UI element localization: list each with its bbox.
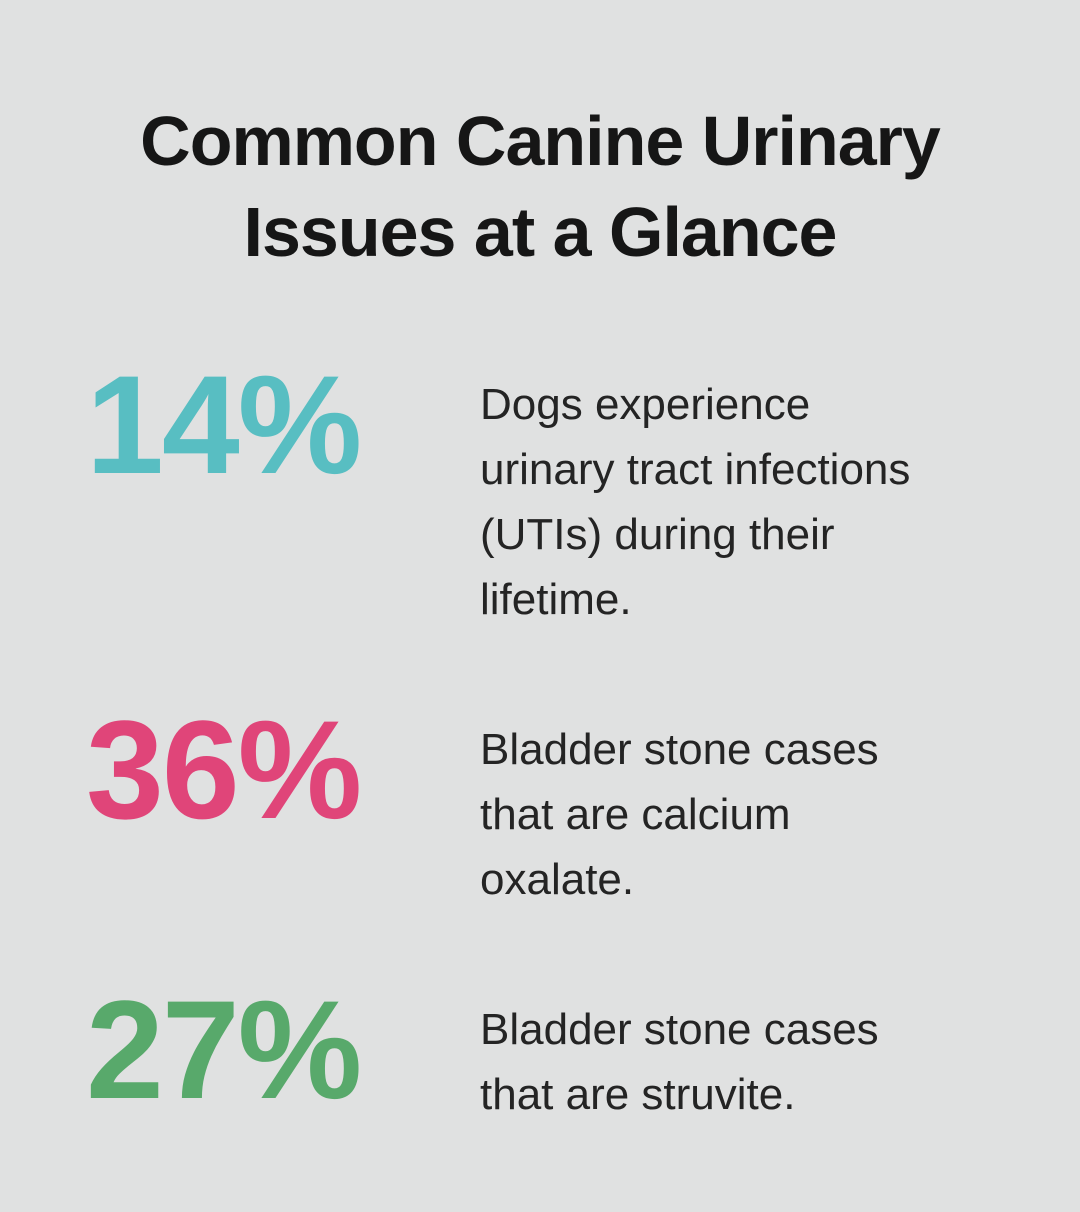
stat-row-struvite: 27% Bladder stone cases that are struvit… <box>0 971 1080 1128</box>
stat-value-calcium-oxalate: 36% <box>86 691 362 848</box>
stat-description-struvite: Bladder stone cases that are struvite. <box>480 983 1000 1127</box>
stat-row-uti: 14% Dogs experience urinary tract infect… <box>0 346 1080 632</box>
stat-value-uti: 14% <box>86 346 362 503</box>
stat-description-uti: Dogs experience urinary tract infections… <box>480 358 1000 632</box>
stat-row-calcium-oxalate: 36% Bladder stone cases that are calcium… <box>0 691 1080 912</box>
page-title-line-2: Issues at a Glance <box>243 193 838 271</box>
stat-description-line: oxalate. <box>480 855 635 904</box>
page-title-line-1: Common Canine Urinary <box>140 102 941 180</box>
stat-description-line: lifetime. <box>480 575 632 624</box>
stat-description-line: that are struvite. <box>480 1070 796 1119</box>
stat-list: 14% Dogs experience urinary tract infect… <box>0 346 1080 1128</box>
stat-value-struvite: 27% <box>86 971 362 1128</box>
stat-description-line: Bladder stone cases <box>480 1005 879 1054</box>
stat-description-line: urinary tract infections <box>480 445 911 494</box>
page-title: Common Canine Urinary Issues at a Glance <box>80 96 1000 278</box>
stat-description-line: that are calcium <box>480 790 791 839</box>
stat-description-line: Dogs experience <box>480 380 811 429</box>
stat-description-calcium-oxalate: Bladder stone cases that are calcium oxa… <box>480 703 1000 912</box>
stat-description-line: Bladder stone cases <box>480 725 879 774</box>
stat-description-line: (UTIs) during their <box>480 510 835 559</box>
